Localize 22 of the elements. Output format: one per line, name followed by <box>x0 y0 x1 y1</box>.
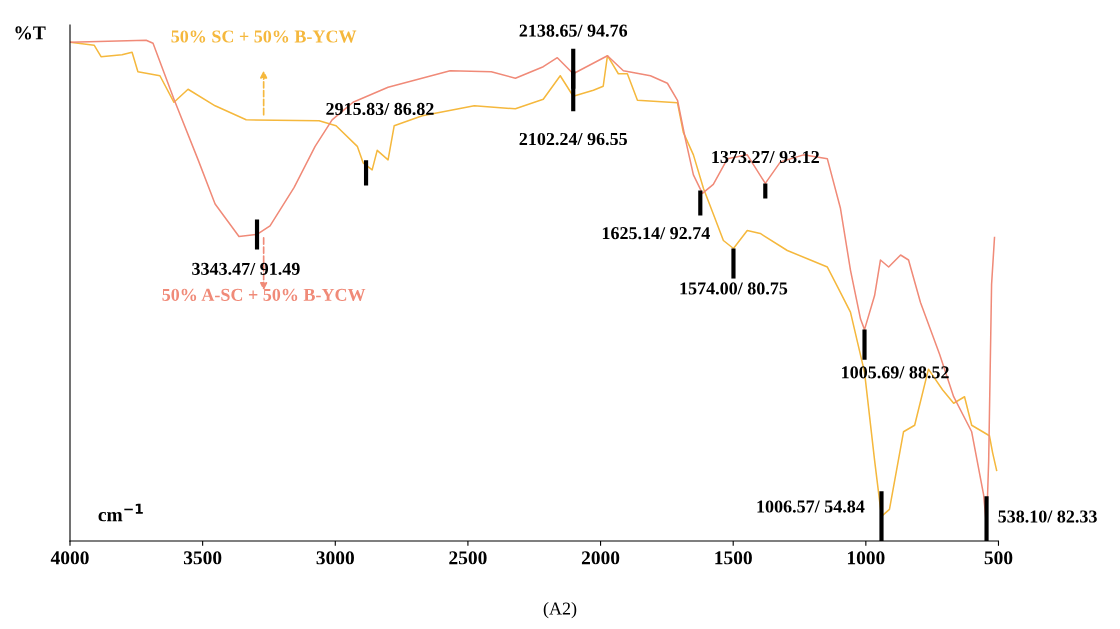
annotation: 2102.24/ 96.55 <box>519 132 627 146</box>
annotation: 2138.65/ 94.76 <box>519 24 628 37</box>
text: (A2) <box>543 601 577 619</box>
annotation: 1625.14/ 92.74 <box>602 227 710 240</box>
annotation: 1574.00/ 80.75 <box>680 282 788 295</box>
y-axis-title: %T <box>15 26 46 40</box>
legend-label: 50% A-SC + 50% B-YCW <box>162 288 366 302</box>
x-tick-label: 2500 <box>449 551 487 565</box>
annotation: 3343.47/ 91.49 <box>192 262 300 276</box>
x-tick-label: 1000 <box>847 551 885 565</box>
x-axis-title: cm$^{−1}$ <box>98 503 143 522</box>
x-tick-label: 500 <box>984 551 1013 565</box>
annotation: 1006.57/ 54.84 <box>757 500 865 513</box>
annotation: 538.10/ 82.33 <box>998 510 1097 523</box>
annotation: 2915.83/ 86.82 <box>326 102 434 116</box>
x-tick-label: 4000 <box>50 551 89 565</box>
x-tick-label: 2000 <box>581 551 620 565</box>
x-tick-label: 3500 <box>183 551 222 565</box>
series-label: 50% SC + 50% B-YCW <box>171 30 357 43</box>
x-tick-label: 3000 <box>316 551 354 565</box>
x-tick-label: 1500 <box>715 551 752 565</box>
annotation: 1373.27/ 93.12 <box>712 150 819 164</box>
